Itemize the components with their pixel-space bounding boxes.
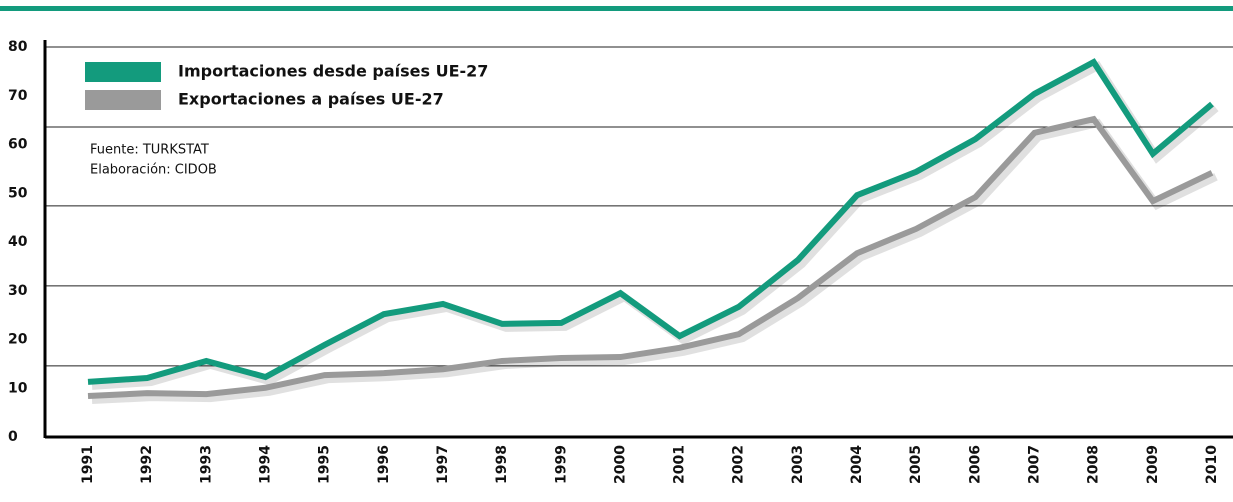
x-tick-label: 1997 [435,445,451,484]
y-tick-label: 30 [8,283,28,299]
y-tick-label: 40 [8,234,28,250]
x-tick-label: 2007 [1027,445,1043,484]
y-tick-label: 10 [8,380,28,396]
x-tick-label: 1998 [494,445,510,484]
legend-swatch [85,90,161,110]
legend-swatch [85,62,161,82]
y-tick-label: 50 [8,185,28,201]
line-shadow [91,60,1219,390]
x-tick-label: 2004 [849,445,865,484]
x-tick-label: 2008 [1086,445,1102,484]
y-tick-label: 80 [8,39,28,55]
credit-note: Elaboración: CIDOB [90,163,217,178]
series-line [87,115,1214,400]
y-tick-label: 0 [8,429,18,445]
x-tick-label: 2010 [1204,445,1220,484]
x-tick-label: 2006 [967,445,983,484]
top-band [0,6,1233,11]
y-tick-label: 20 [8,332,28,348]
legend-label: Importaciones desde países UE-27 [178,62,488,81]
x-tick-label: 2005 [908,445,924,484]
x-tick-label: 2009 [1145,445,1161,484]
x-tick-label: 2003 [790,445,806,484]
x-tick-label: 1994 [257,445,273,484]
legend-label: Exportaciones a países UE-27 [178,90,444,109]
x-tick-label: 1999 [553,445,569,484]
x-tick-label: 1992 [139,445,155,484]
x-tick-label: 1993 [198,445,214,484]
x-tick-label: 2001 [672,445,688,484]
source-note: Fuente: TURKSTAT [90,143,209,158]
x-tick-label: 1995 [317,445,333,484]
x-tick-label: 2000 [612,445,628,484]
series-line [87,58,1214,385]
y-tick-label: 60 [8,137,28,153]
line-shadow [91,118,1218,405]
y-tick-label: 70 [8,88,28,104]
x-tick-label: 2002 [731,445,747,484]
x-tick-label: 1991 [80,445,96,484]
x-tick-label: 1996 [376,445,392,484]
